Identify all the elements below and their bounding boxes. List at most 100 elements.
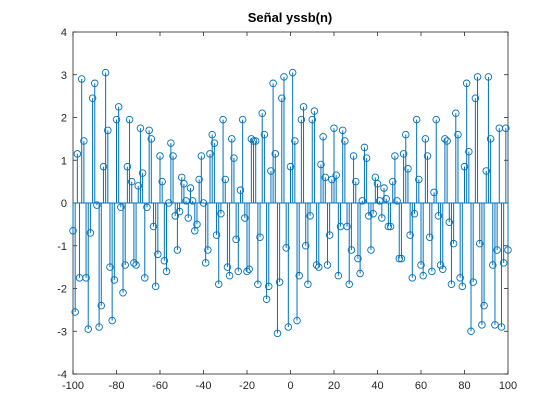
stem-marker	[491, 321, 499, 329]
stem-marker	[338, 126, 347, 135]
stem-marker	[367, 246, 375, 254]
stem-marker	[238, 115, 247, 124]
x-tick-label: 40	[371, 380, 383, 392]
stem-marker	[84, 325, 92, 333]
stem-marker	[156, 152, 164, 160]
stem-marker	[504, 246, 512, 254]
stem-marker	[97, 301, 106, 310]
stem-marker	[106, 263, 114, 271]
stem-marker	[358, 197, 367, 205]
stem-marker	[319, 132, 327, 141]
stem-marker	[480, 301, 488, 310]
stem-marker	[282, 244, 290, 252]
stem-marker	[114, 103, 123, 111]
stem-marker	[112, 115, 121, 124]
stem-marker	[397, 254, 406, 263]
stem-marker	[210, 139, 219, 147]
x-tick-label: 80	[458, 380, 470, 392]
stem-marker	[419, 271, 427, 280]
stem-marker	[245, 265, 253, 274]
stem-marker	[278, 94, 286, 103]
stem-marker	[162, 267, 171, 276]
stem-marker	[365, 212, 373, 220]
x-tick-label: 0	[287, 380, 293, 392]
stem-marker	[164, 199, 173, 207]
stem-marker	[82, 274, 90, 282]
stem-marker	[423, 152, 432, 160]
x-tick-label: -20	[239, 380, 255, 392]
stem-marker	[88, 94, 97, 103]
stem-marker	[373, 180, 382, 188]
stem-marker	[127, 177, 136, 186]
stem-marker	[369, 209, 377, 218]
stem-marker	[169, 152, 177, 160]
stem-marker	[191, 227, 199, 235]
stem-marker	[167, 139, 175, 147]
stem-marker	[293, 316, 301, 325]
y-tick-label: -4	[57, 369, 67, 381]
stem-marker	[467, 327, 475, 336]
stem-marker	[347, 246, 356, 254]
stem-marker	[247, 135, 256, 143]
stem-marker	[386, 222, 395, 231]
stem-marker	[110, 276, 119, 284]
stem-marker	[291, 137, 299, 145]
stem-marker	[408, 274, 417, 282]
stem-marker	[280, 73, 288, 81]
stem-marker	[406, 231, 414, 239]
stem-marker	[399, 150, 408, 158]
stem-marker	[69, 227, 77, 235]
stem-marker	[486, 135, 495, 143]
stem-marker	[308, 115, 317, 124]
stem-marker	[265, 282, 273, 291]
stem-marker	[465, 147, 473, 156]
stem-marker	[417, 261, 425, 269]
stem-marker	[380, 184, 388, 192]
stem-marker	[328, 175, 336, 184]
stem-marker	[125, 115, 134, 124]
stem-marker	[269, 79, 277, 88]
y-tick-label: -2	[57, 284, 67, 296]
stem-marker	[234, 267, 243, 276]
stem-marker	[452, 109, 460, 117]
stem-marker	[362, 154, 371, 162]
stem-marker	[80, 137, 88, 145]
stem-marker	[482, 167, 491, 175]
stem-marker	[356, 269, 364, 278]
stem-marker	[469, 278, 477, 286]
stem-marker	[145, 126, 153, 135]
stem-marker	[123, 162, 132, 171]
stem-marker	[345, 280, 353, 288]
stem-marker	[343, 222, 351, 231]
stem-marker	[415, 175, 423, 184]
stem-marker	[310, 107, 319, 115]
stem-marker	[241, 214, 249, 222]
stem-marker	[378, 214, 386, 222]
stem-marker	[151, 282, 160, 291]
stem-marker	[371, 173, 380, 182]
stem-marker	[138, 169, 147, 177]
stem-marker	[275, 278, 284, 286]
stem-marker	[158, 177, 166, 186]
stem-marker	[130, 259, 138, 267]
stem-marker	[119, 289, 127, 297]
stem-marker	[254, 280, 262, 288]
stem-marker	[108, 316, 116, 325]
stem-marker	[471, 94, 480, 103]
stem-marker	[171, 212, 179, 220]
stem-marker	[382, 194, 390, 203]
stem-marker	[434, 212, 443, 220]
stem-marker	[249, 137, 258, 145]
stem-marker	[430, 188, 438, 197]
stem-marker	[436, 261, 445, 269]
stem-marker	[286, 162, 295, 171]
stem-marker	[402, 130, 410, 139]
stem-marker	[219, 115, 227, 124]
x-tick-label: 20	[328, 380, 340, 392]
stem-marker	[73, 150, 82, 158]
stem-marker	[330, 124, 338, 132]
stem-marker	[256, 233, 264, 241]
stem-marker	[271, 150, 280, 158]
stem-marker	[258, 109, 266, 117]
stem-marker	[456, 274, 464, 282]
